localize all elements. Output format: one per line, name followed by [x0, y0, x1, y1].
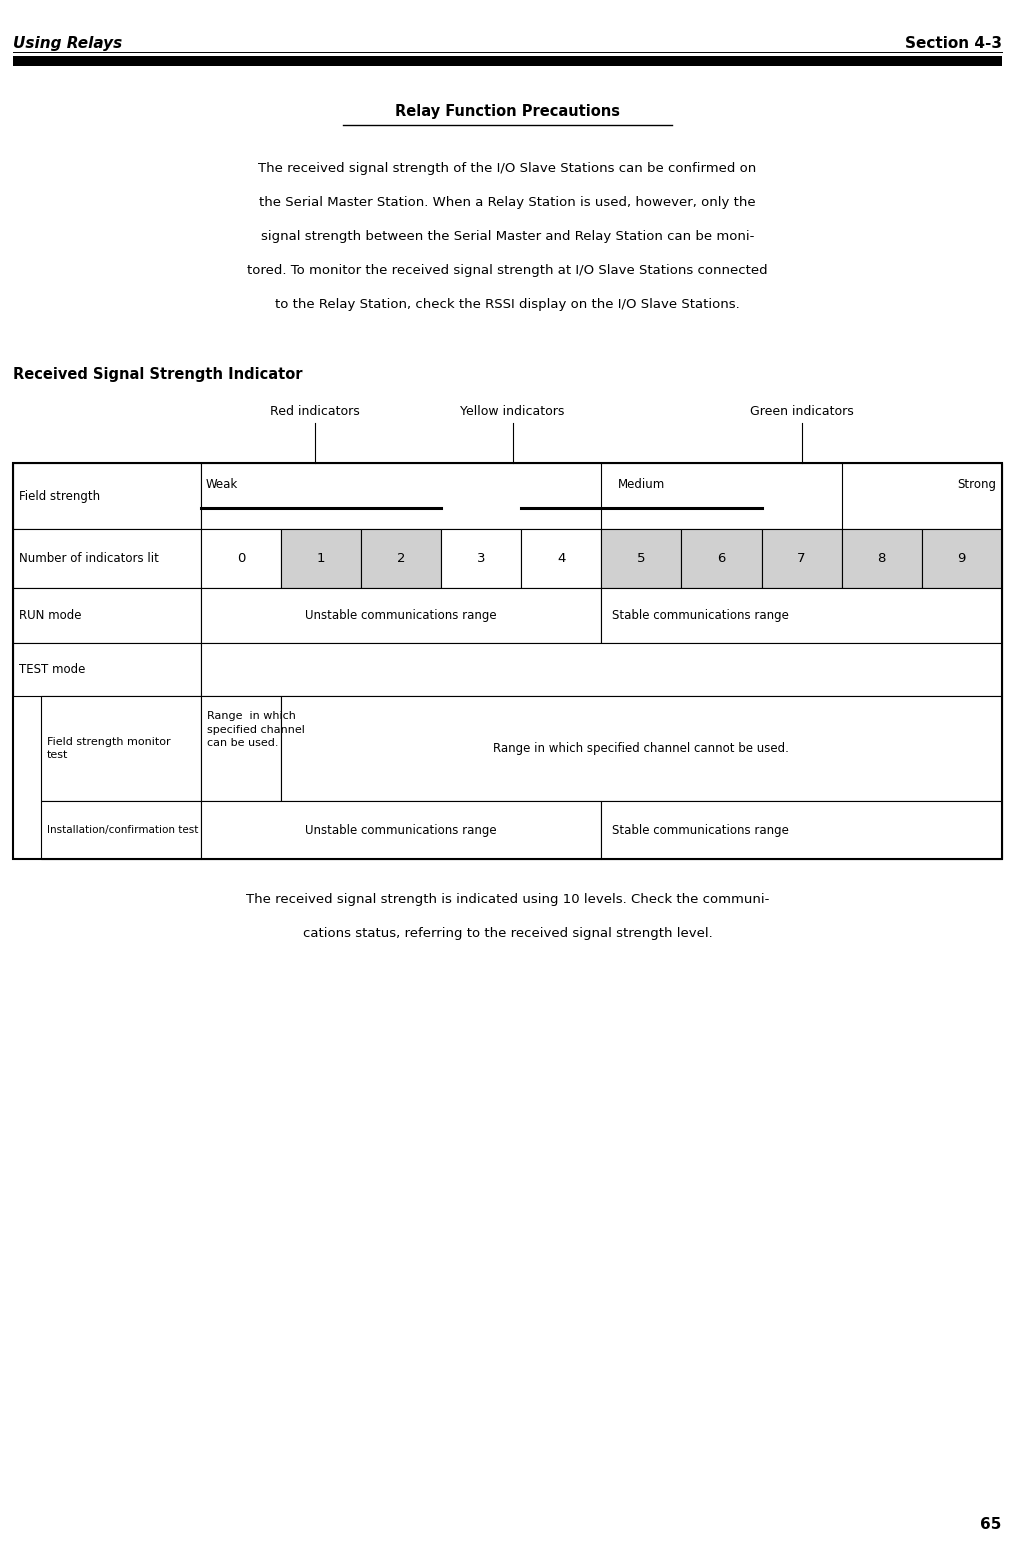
Bar — [442, 529, 522, 588]
Bar — [201, 801, 601, 859]
Bar — [13, 588, 201, 643]
Bar — [522, 529, 601, 588]
Text: Red indicators: Red indicators — [270, 406, 359, 418]
Bar — [13, 463, 1002, 859]
Bar — [761, 529, 841, 588]
Text: Range  in which
specified channel
can be used.: Range in which specified channel can be … — [207, 711, 304, 748]
Text: 3: 3 — [477, 552, 485, 565]
Text: The received signal strength of the I/O Slave Stations can be confirmed on: The received signal strength of the I/O … — [259, 162, 756, 174]
Bar — [201, 529, 281, 588]
Bar — [681, 529, 761, 588]
Bar — [13, 643, 201, 696]
Bar — [41, 801, 201, 859]
Text: signal strength between the Serial Master and Relay Station can be moni-: signal strength between the Serial Maste… — [261, 230, 754, 242]
Bar — [201, 696, 281, 801]
Bar — [41, 696, 201, 801]
Bar — [13, 463, 201, 529]
Text: Weak: Weak — [206, 478, 239, 491]
Bar — [281, 696, 1002, 801]
Text: the Serial Master Station. When a Relay Station is used, however, only the: the Serial Master Station. When a Relay … — [259, 196, 756, 208]
Text: 7: 7 — [798, 552, 806, 565]
Text: 0: 0 — [236, 552, 246, 565]
Text: Yellow indicators: Yellow indicators — [461, 406, 564, 418]
Text: Unstable communications range: Unstable communications range — [306, 824, 497, 836]
Text: 9: 9 — [957, 552, 966, 565]
Bar — [922, 529, 1002, 588]
Bar — [13, 529, 201, 588]
Text: Green indicators: Green indicators — [750, 406, 854, 418]
Text: Number of indicators lit: Number of indicators lit — [19, 552, 159, 565]
Text: Using Relays: Using Relays — [13, 35, 123, 51]
Bar — [201, 463, 1002, 529]
Bar — [841, 529, 922, 588]
Text: Field strength monitor
test: Field strength monitor test — [47, 736, 171, 761]
Bar — [361, 529, 442, 588]
Bar — [601, 801, 1002, 859]
Text: Medium: Medium — [618, 478, 665, 491]
Text: Strong: Strong — [958, 478, 997, 491]
Text: cations status, referring to the received signal strength level.: cations status, referring to the receive… — [302, 927, 713, 940]
Bar — [201, 588, 601, 643]
Bar — [601, 588, 1002, 643]
Text: 1: 1 — [317, 552, 326, 565]
Text: RUN mode: RUN mode — [19, 609, 82, 622]
Text: 65: 65 — [980, 1517, 1002, 1532]
Text: Received Signal Strength Indicator: Received Signal Strength Indicator — [13, 367, 302, 383]
Text: Range in which specified channel cannot be used.: Range in which specified channel cannot … — [493, 742, 790, 755]
Text: 5: 5 — [637, 552, 646, 565]
Text: TEST mode: TEST mode — [19, 663, 85, 676]
Bar — [201, 643, 1002, 696]
Text: tored. To monitor the received signal strength at I/O Slave Stations connected: tored. To monitor the received signal st… — [248, 264, 767, 276]
Text: The received signal strength is indicated using 10 levels. Check the communi-: The received signal strength is indicate… — [246, 893, 769, 906]
Text: Unstable communications range: Unstable communications range — [306, 609, 497, 622]
Text: Section 4-3: Section 4-3 — [904, 35, 1002, 51]
Bar — [281, 529, 361, 588]
Text: Installation/confirmation test: Installation/confirmation test — [47, 826, 198, 835]
Text: Relay Function Precautions: Relay Function Precautions — [395, 103, 620, 119]
Text: Stable communications range: Stable communications range — [611, 609, 789, 622]
Text: to the Relay Station, check the RSSI display on the I/O Slave Stations.: to the Relay Station, check the RSSI dis… — [275, 298, 740, 310]
Text: 8: 8 — [878, 552, 886, 565]
Text: Stable communications range: Stable communications range — [611, 824, 789, 836]
Text: 2: 2 — [397, 552, 405, 565]
Text: 4: 4 — [557, 552, 565, 565]
Bar — [13, 56, 1002, 66]
Text: Field strength: Field strength — [19, 489, 100, 503]
Bar — [601, 529, 681, 588]
Text: 6: 6 — [718, 552, 726, 565]
